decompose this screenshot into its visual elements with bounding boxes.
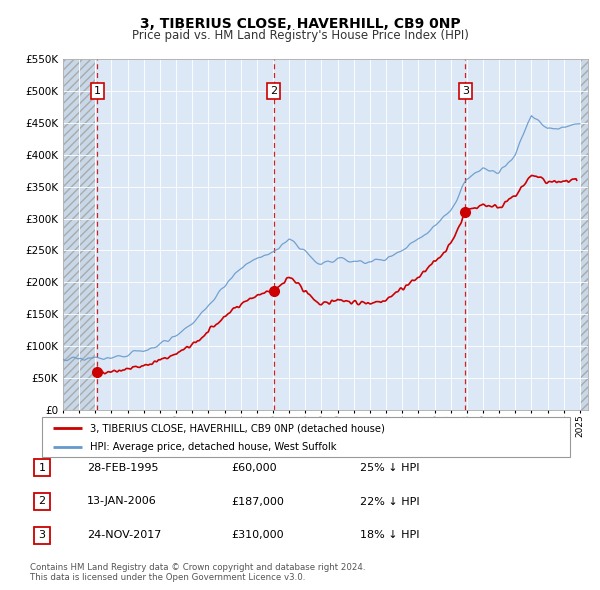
Text: 2: 2 (270, 86, 277, 96)
Text: 3: 3 (38, 530, 46, 540)
Text: 2: 2 (38, 497, 46, 506)
Text: HPI: Average price, detached house, West Suffolk: HPI: Average price, detached house, West… (89, 442, 336, 452)
Text: 13-JAN-2006: 13-JAN-2006 (87, 497, 157, 506)
Text: £310,000: £310,000 (231, 530, 284, 540)
Text: Price paid vs. HM Land Registry's House Price Index (HPI): Price paid vs. HM Land Registry's House … (131, 30, 469, 42)
FancyBboxPatch shape (34, 493, 50, 510)
Text: 28-FEB-1995: 28-FEB-1995 (87, 463, 158, 473)
Text: 22% ↓ HPI: 22% ↓ HPI (360, 497, 419, 506)
Text: 24-NOV-2017: 24-NOV-2017 (87, 530, 161, 540)
Text: £187,000: £187,000 (231, 497, 284, 506)
Text: 1: 1 (38, 463, 46, 473)
Text: £60,000: £60,000 (231, 463, 277, 473)
Text: 3, TIBERIUS CLOSE, HAVERHILL, CB9 0NP (detached house): 3, TIBERIUS CLOSE, HAVERHILL, CB9 0NP (d… (89, 424, 385, 434)
Bar (63, 59, 95, 410)
Text: 1: 1 (94, 86, 101, 96)
Text: 3, TIBERIUS CLOSE, HAVERHILL, CB9 0NP: 3, TIBERIUS CLOSE, HAVERHILL, CB9 0NP (140, 17, 460, 31)
FancyBboxPatch shape (34, 527, 50, 543)
FancyBboxPatch shape (34, 460, 50, 476)
Text: 18% ↓ HPI: 18% ↓ HPI (360, 530, 419, 540)
FancyBboxPatch shape (42, 417, 570, 457)
Text: 3: 3 (462, 86, 469, 96)
Text: Contains HM Land Registry data © Crown copyright and database right 2024.
This d: Contains HM Land Registry data © Crown c… (30, 563, 365, 582)
Text: 25% ↓ HPI: 25% ↓ HPI (360, 463, 419, 473)
Bar (580, 59, 588, 410)
